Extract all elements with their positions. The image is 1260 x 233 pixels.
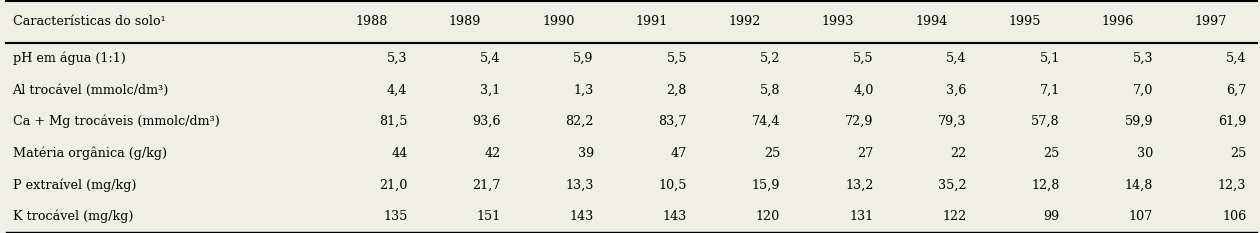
Text: Ca + Mg trocáveis (mmolc/dm³): Ca + Mg trocáveis (mmolc/dm³): [13, 115, 219, 128]
Text: 1988: 1988: [355, 15, 388, 28]
Text: 143: 143: [570, 210, 593, 223]
Text: 5,3: 5,3: [1133, 52, 1153, 65]
Text: 1991: 1991: [635, 15, 668, 28]
Text: Matéria orgânica (g/kg): Matéria orgânica (g/kg): [13, 147, 166, 160]
Text: 25: 25: [764, 147, 780, 160]
Text: 30: 30: [1137, 147, 1153, 160]
Text: 13,2: 13,2: [845, 178, 873, 191]
Text: 72,9: 72,9: [845, 115, 873, 128]
Text: 44: 44: [391, 147, 407, 160]
Text: 4,0: 4,0: [853, 84, 873, 97]
Text: 1990: 1990: [542, 15, 575, 28]
Text: Al trocável (mmolc/dm³): Al trocável (mmolc/dm³): [13, 84, 169, 97]
Text: 10,5: 10,5: [659, 178, 687, 191]
Text: 5,9: 5,9: [573, 52, 593, 65]
Text: 3,6: 3,6: [946, 84, 966, 97]
Text: 106: 106: [1222, 210, 1246, 223]
Text: 151: 151: [476, 210, 500, 223]
Text: 35,2: 35,2: [937, 178, 966, 191]
Text: 5,2: 5,2: [760, 52, 780, 65]
Text: 81,5: 81,5: [379, 115, 407, 128]
Text: 1994: 1994: [915, 15, 948, 28]
Text: 2,8: 2,8: [667, 84, 687, 97]
Text: 15,9: 15,9: [752, 178, 780, 191]
Text: 5,5: 5,5: [667, 52, 687, 65]
Text: 3,1: 3,1: [480, 84, 500, 97]
Text: 5,4: 5,4: [946, 52, 966, 65]
Text: 14,8: 14,8: [1125, 178, 1153, 191]
Text: 25: 25: [1043, 147, 1060, 160]
Text: 25: 25: [1230, 147, 1246, 160]
Text: 27: 27: [857, 147, 873, 160]
Text: 5,5: 5,5: [853, 52, 873, 65]
Text: 61,9: 61,9: [1218, 115, 1246, 128]
Text: K trocável (mg/kg): K trocável (mg/kg): [13, 210, 134, 223]
Text: 82,2: 82,2: [566, 115, 593, 128]
Text: 131: 131: [849, 210, 873, 223]
Text: 5,8: 5,8: [760, 84, 780, 97]
Text: 1992: 1992: [728, 15, 761, 28]
Text: 1995: 1995: [1008, 15, 1041, 28]
Text: 4,4: 4,4: [387, 84, 407, 97]
Text: Características do solo¹: Características do solo¹: [13, 15, 165, 28]
Text: 83,7: 83,7: [659, 115, 687, 128]
Text: 1993: 1993: [822, 15, 854, 28]
Text: 7,0: 7,0: [1133, 84, 1153, 97]
Text: 143: 143: [663, 210, 687, 223]
Text: 120: 120: [756, 210, 780, 223]
Text: 107: 107: [1129, 210, 1153, 223]
Text: 5,1: 5,1: [1040, 52, 1060, 65]
Text: 1997: 1997: [1194, 15, 1227, 28]
Text: 42: 42: [484, 147, 500, 160]
Text: 1,3: 1,3: [573, 84, 593, 97]
Text: 7,1: 7,1: [1040, 84, 1060, 97]
Text: 22: 22: [950, 147, 966, 160]
Text: 135: 135: [383, 210, 407, 223]
Text: 5,3: 5,3: [387, 52, 407, 65]
Text: 1996: 1996: [1101, 15, 1134, 28]
Text: 6,7: 6,7: [1226, 84, 1246, 97]
Text: 5,4: 5,4: [1226, 52, 1246, 65]
Text: 47: 47: [670, 147, 687, 160]
Text: 122: 122: [942, 210, 966, 223]
Text: 99: 99: [1043, 210, 1060, 223]
Text: 57,8: 57,8: [1031, 115, 1060, 128]
Text: 1989: 1989: [449, 15, 481, 28]
Text: 79,3: 79,3: [939, 115, 966, 128]
Text: 12,3: 12,3: [1218, 178, 1246, 191]
Text: 21,7: 21,7: [472, 178, 500, 191]
Text: 74,4: 74,4: [752, 115, 780, 128]
Text: 12,8: 12,8: [1032, 178, 1060, 191]
Text: 93,6: 93,6: [472, 115, 500, 128]
Text: 21,0: 21,0: [379, 178, 407, 191]
Text: 5,4: 5,4: [480, 52, 500, 65]
Text: 13,3: 13,3: [566, 178, 593, 191]
Text: pH em água (1:1): pH em água (1:1): [13, 52, 126, 65]
Text: P extraível (mg/kg): P extraível (mg/kg): [13, 178, 136, 192]
Text: 59,9: 59,9: [1124, 115, 1153, 128]
Text: 39: 39: [577, 147, 593, 160]
